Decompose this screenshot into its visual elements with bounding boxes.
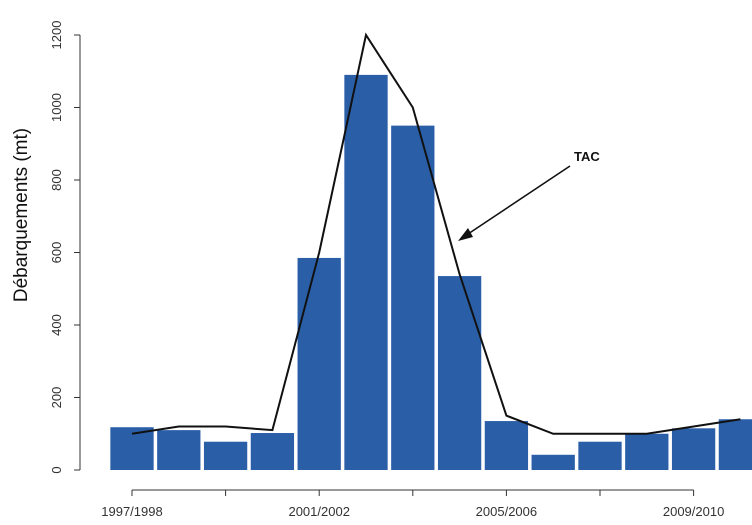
tac-arrow-head [458,228,473,241]
bar [344,74,388,470]
y-tick-label: 400 [49,314,64,336]
tac-line [131,32,741,435]
tac-line-group [131,32,741,435]
x-tick-label: 2009/2010 [663,504,724,519]
y-axis: 0 200 400 600 800 1000 1200 [49,21,81,474]
bar [110,427,154,470]
y-tick-label: 200 [49,387,64,409]
x-tick-label: 1997/1998 [101,504,162,519]
y-tick-label: 600 [49,242,64,264]
tac-annotation: TAC [458,149,600,241]
tac-label: TAC [574,149,600,164]
x-axis: 1997/1998 2001/2002 2005/2006 2009/2010 [101,489,724,519]
bar [157,430,201,470]
x-tick-label: 2001/2002 [288,504,349,519]
bar [718,419,752,470]
bar [578,441,622,470]
bar [484,421,529,470]
bar [437,276,482,470]
bar [671,428,716,470]
y-tick-label: 0 [49,466,64,473]
bar [391,125,435,470]
bar [531,454,575,470]
y-tick-label: 1000 [49,93,64,122]
tac-arrow-shaft [461,165,571,239]
bars [110,74,752,470]
bar [203,441,248,470]
y-axis-title: Débarquements (mt) [11,128,32,302]
bar [625,433,669,470]
y-tick-label: 800 [49,169,64,191]
x-tick-label: 2005/2006 [476,504,537,519]
y-tick-label: 1200 [49,21,64,50]
bar [250,433,295,470]
bar [297,257,341,470]
